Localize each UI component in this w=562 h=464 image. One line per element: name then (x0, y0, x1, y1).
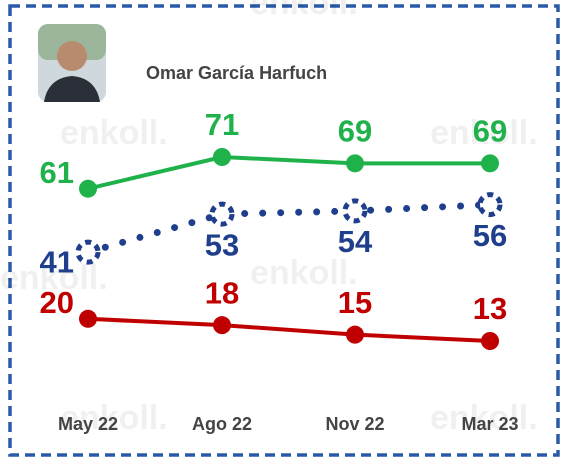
point (79, 309, 97, 328)
data-label: 13 (473, 291, 507, 326)
series-line (84, 201, 494, 256)
point (209, 201, 235, 227)
data-label: 61 (40, 155, 74, 190)
x-tick-label: Mar 23 (461, 414, 518, 434)
x-tick-label: May 22 (58, 414, 118, 434)
data-label: 69 (473, 114, 507, 149)
x-tick-label: Ago 22 (192, 414, 252, 434)
watermark: enkoll. (60, 114, 168, 152)
data-label: 18 (205, 275, 239, 310)
series-line (86, 316, 492, 343)
point (213, 148, 231, 166)
portrait (38, 24, 106, 102)
watermark: enkoll. (430, 399, 538, 437)
point (481, 332, 499, 350)
watermark: enkoll. (430, 114, 538, 152)
chart-title: Omar García Harfuch (146, 63, 327, 83)
data-label: 41 (40, 244, 74, 279)
data-label: 53 (205, 227, 239, 262)
watermark: enkoll. (250, 0, 358, 22)
data-label: 54 (338, 224, 373, 259)
point (213, 316, 231, 335)
point (75, 239, 101, 265)
data-label: 71 (205, 107, 239, 142)
x-tick-label: Nov 22 (325, 414, 384, 434)
watermark: enkoll. (250, 254, 358, 292)
watermark: enkoll. (60, 399, 168, 437)
data-label: 20 (40, 285, 74, 320)
point (481, 154, 499, 173)
series-line (86, 154, 492, 191)
photo-suit (44, 76, 100, 102)
point (342, 198, 368, 224)
point (346, 325, 364, 344)
photo-face (57, 41, 87, 71)
data-label: 56 (473, 218, 507, 253)
point (79, 179, 97, 198)
data-label: 69 (338, 114, 372, 149)
watermark: enkoll. (0, 259, 108, 297)
data-label: 15 (338, 285, 372, 320)
point (477, 192, 503, 218)
point (346, 154, 364, 173)
